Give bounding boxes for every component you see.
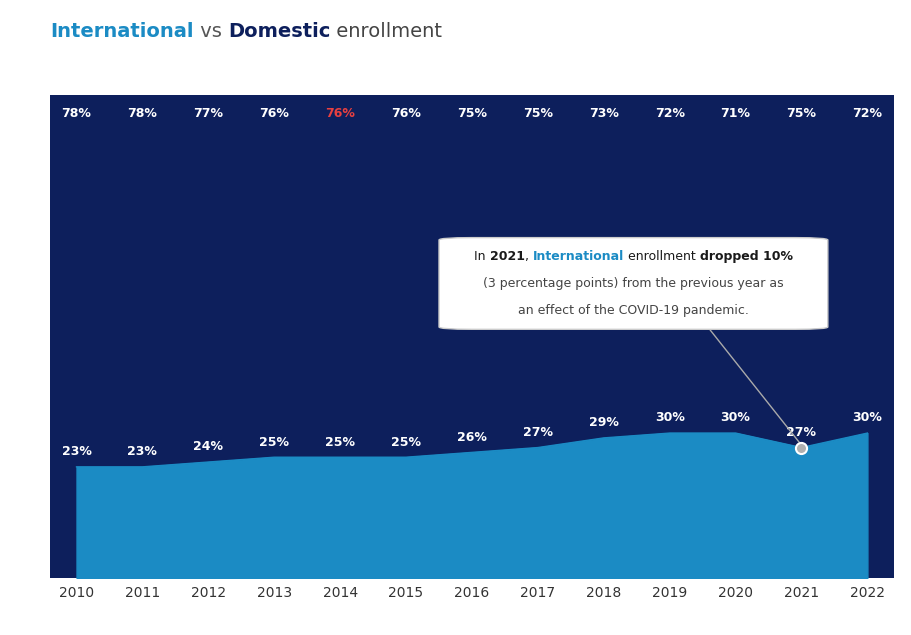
Text: International: International <box>532 250 623 264</box>
Text: 25%: 25% <box>259 436 289 448</box>
Text: 78%: 78% <box>128 107 158 120</box>
Text: 25%: 25% <box>391 436 421 448</box>
Text: an effect of the COVID-19 pandemic.: an effect of the COVID-19 pandemic. <box>517 304 748 316</box>
Text: 27%: 27% <box>785 426 815 439</box>
Text: 30%: 30% <box>654 411 684 424</box>
Text: 73%: 73% <box>589 107 618 120</box>
Text: ,: , <box>524 250 532 264</box>
Text: 27%: 27% <box>522 426 552 439</box>
Text: 75%: 75% <box>456 107 486 120</box>
Text: 78%: 78% <box>62 107 91 120</box>
Text: 76%: 76% <box>391 107 421 120</box>
Text: 24%: 24% <box>193 440 223 453</box>
Text: (3 percentage points) from the previous year as: (3 percentage points) from the previous … <box>483 277 783 290</box>
Text: International: International <box>50 22 193 41</box>
Text: 23%: 23% <box>128 445 158 458</box>
Text: 30%: 30% <box>852 411 881 424</box>
Text: 77%: 77% <box>193 107 223 120</box>
Text: 25%: 25% <box>325 436 354 448</box>
Text: 75%: 75% <box>785 107 815 120</box>
Text: dropped 10%: dropped 10% <box>699 250 792 264</box>
Text: 29%: 29% <box>589 416 618 429</box>
Text: 72%: 72% <box>654 107 684 120</box>
Text: 23%: 23% <box>62 445 91 458</box>
Text: 30%: 30% <box>720 411 750 424</box>
Text: 76%: 76% <box>259 107 289 120</box>
Text: enrollment: enrollment <box>623 250 699 264</box>
Text: 75%: 75% <box>522 107 552 120</box>
Text: 71%: 71% <box>720 107 750 120</box>
Text: enrollment: enrollment <box>330 22 442 41</box>
Text: 72%: 72% <box>852 107 882 120</box>
Text: 26%: 26% <box>456 431 486 444</box>
FancyBboxPatch shape <box>438 237 827 330</box>
Text: In: In <box>474 250 489 264</box>
Text: 76%: 76% <box>325 107 354 120</box>
Text: vs: vs <box>193 22 228 41</box>
Text: 2021: 2021 <box>489 250 524 264</box>
Text: Domestic: Domestic <box>228 22 330 41</box>
